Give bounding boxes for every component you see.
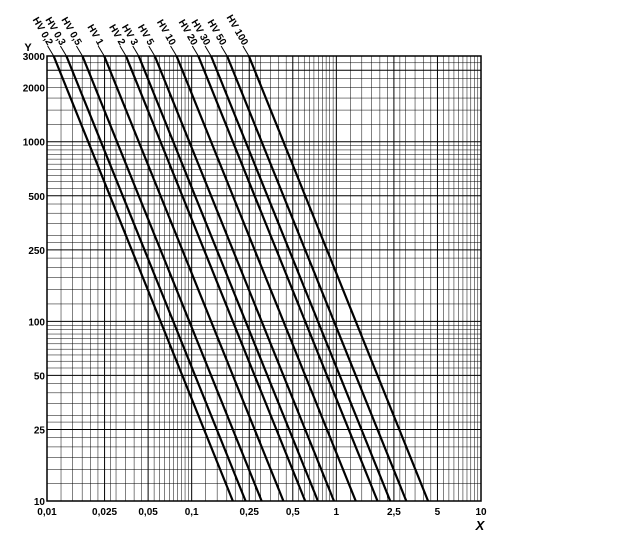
x-tick-label: 0,025	[92, 507, 117, 518]
label-leader	[148, 45, 156, 57]
x-tick-label: 1	[334, 507, 340, 518]
y-axis-label: Y	[24, 42, 32, 54]
series-line	[247, 55, 430, 502]
series-label: HV 10	[154, 18, 178, 48]
label-leader	[97, 45, 105, 57]
series-label: HV 100	[224, 13, 250, 48]
series-line	[175, 55, 357, 502]
y-tick-label: 3000	[23, 52, 46, 63]
label-leader	[170, 45, 177, 57]
y-tick-labels: 3000 2000 1000 500 250 100 50 25 10	[23, 52, 46, 508]
series-line	[81, 55, 263, 502]
series-line	[52, 55, 234, 502]
label-leader	[47, 45, 55, 57]
series-line	[226, 55, 408, 502]
y-tick-label: 50	[34, 371, 46, 382]
y-tick-label: 10	[34, 497, 46, 508]
series-line	[103, 55, 285, 502]
x-tick-labels: 0,01 0,025 0,05 0,1 0,25 0,5 1 2,5 5 10	[37, 507, 487, 518]
x-tick-label: 10	[475, 507, 487, 518]
y-tick-label: 1000	[23, 138, 46, 149]
series-line	[137, 55, 319, 502]
y-tick-label: 100	[28, 317, 45, 328]
x-axis-label: X	[475, 518, 486, 533]
x-tick-label: 0,01	[37, 507, 57, 518]
label-leader	[59, 45, 67, 57]
label-leader	[76, 45, 83, 57]
label-leader	[220, 45, 228, 57]
x-tick-label: 2,5	[387, 507, 401, 518]
x-tick-label: 0,05	[138, 507, 158, 518]
y-tick-label: 250	[28, 246, 45, 257]
label-leader	[191, 45, 199, 57]
label-leader	[132, 45, 140, 57]
series-labels: HV 0,2HV 0,3HV 0,5 HV 1 HV 2HV 3HV 5HV 10H…	[30, 13, 250, 57]
label-leader	[119, 45, 127, 57]
y-tick-label: 25	[34, 426, 46, 437]
x-tick-label: 0,1	[185, 507, 199, 518]
plot-frame	[46, 55, 482, 502]
x-tick-label: 5	[435, 507, 441, 518]
series-label: HV 5	[135, 23, 156, 48]
series-line	[210, 55, 392, 502]
series-lines	[52, 55, 430, 502]
label-leader	[204, 45, 212, 57]
series-line	[65, 55, 247, 502]
y-tick-label: 500	[28, 192, 45, 203]
series-line	[153, 55, 335, 502]
series-line	[197, 55, 379, 502]
series-label: HV 1	[85, 23, 106, 48]
series-line	[124, 55, 307, 502]
grid	[46, 55, 481, 502]
y-tick-label: 2000	[23, 84, 46, 95]
x-tick-label: 0,25	[240, 507, 260, 518]
x-tick-label: 0,5	[286, 507, 300, 518]
label-leader	[242, 45, 250, 57]
